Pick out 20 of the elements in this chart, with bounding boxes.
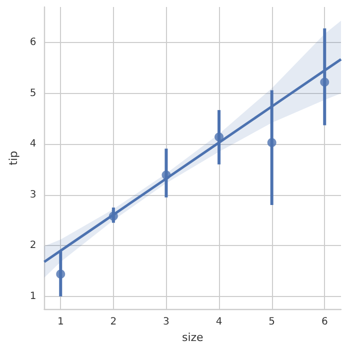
point: [214, 132, 224, 142]
y-tick-label: 3: [30, 189, 36, 200]
y-axis-title: tip: [7, 150, 20, 166]
y-tick-label: 5: [30, 88, 36, 99]
point: [320, 78, 330, 87]
point: [267, 138, 276, 148]
y-tick-label: 2: [30, 240, 36, 252]
y-tick-label: 4: [30, 138, 36, 150]
x-tick-label: 6: [321, 316, 328, 328]
y-tick-label: 1: [30, 290, 36, 302]
y-tick-label: 6: [30, 37, 36, 48]
point: [108, 212, 118, 221]
x-tick-label: 5: [268, 316, 276, 328]
x-tick-label: 4: [216, 316, 222, 328]
x-tick-label: 1: [57, 316, 64, 328]
x-tick-label: 2: [110, 316, 117, 328]
point: [162, 170, 171, 180]
point: [56, 270, 66, 279]
x-tick-label: 3: [163, 316, 170, 328]
x-axis-title: size: [182, 331, 204, 344]
